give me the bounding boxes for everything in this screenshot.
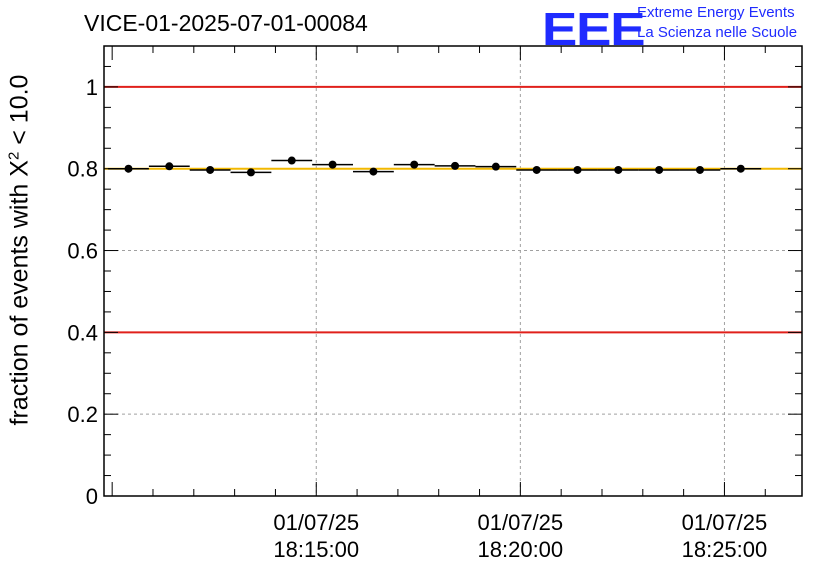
data-point (491, 162, 500, 171)
data-point (532, 165, 541, 174)
logo-line-1: Extreme Energy Events (637, 4, 795, 21)
data-point (410, 160, 419, 169)
x-tick-time: 18:15:00 (273, 537, 359, 562)
x-tick-date: 01/07/25 (682, 510, 768, 535)
data-point (369, 167, 378, 176)
chart-title: VICE-01-2025-07-01-00084 (84, 10, 368, 36)
data-point (246, 168, 255, 177)
x-tick-date: 01/07/25 (478, 510, 564, 535)
y-tick-label: 0.4 (67, 320, 98, 345)
y-tick-label: 0.6 (67, 239, 98, 264)
data-point (695, 165, 704, 174)
data-point (655, 165, 664, 174)
y-tick-label: 1 (86, 75, 98, 100)
logo-line-2: La Scienza nelle Scuole (637, 24, 798, 41)
data-point (206, 165, 215, 174)
plot-frame (103, 45, 803, 497)
data-point (614, 165, 623, 174)
data-point (124, 164, 133, 173)
y-tick-label: 0.2 (67, 402, 98, 427)
data-point (328, 160, 337, 169)
data-point (736, 164, 745, 173)
data-point (451, 161, 460, 170)
data-point (165, 162, 174, 171)
y-tick-label: 0 (86, 484, 98, 509)
eee-logo-caption: Extreme Energy Events La Scienza nelle S… (637, 3, 797, 43)
x-tick-time: 18:25:00 (682, 537, 768, 562)
x-tick-time: 18:20:00 (478, 537, 564, 562)
y-tick-label: 0.8 (67, 157, 98, 182)
data-point (287, 156, 296, 165)
x-tick-date: 01/07/25 (273, 510, 359, 535)
data-point (573, 165, 582, 174)
